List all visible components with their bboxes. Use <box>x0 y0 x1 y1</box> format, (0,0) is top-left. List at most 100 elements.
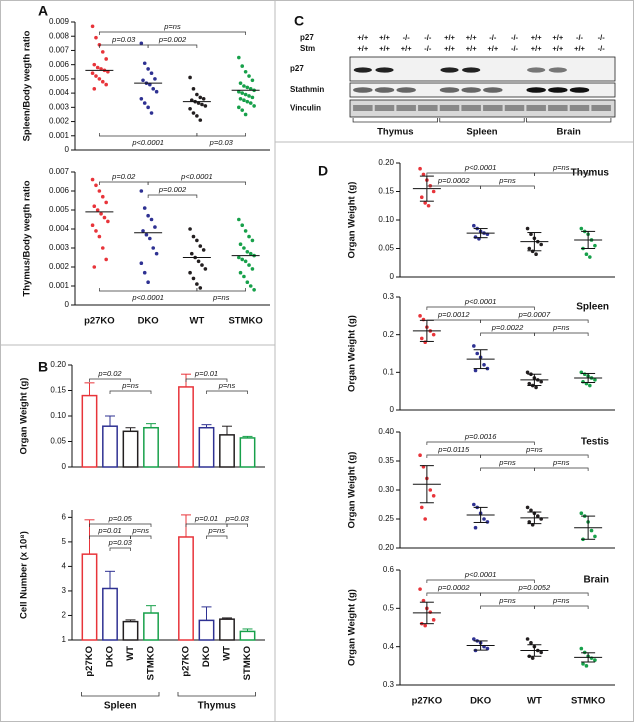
data-point <box>151 87 156 91</box>
data-point <box>142 270 147 275</box>
data-point <box>142 206 147 210</box>
data-point <box>191 276 196 281</box>
y-tick-label: 0.004 <box>49 88 70 97</box>
significance-bracket <box>99 181 149 185</box>
significance-bracket <box>99 44 149 48</box>
bar <box>178 386 194 468</box>
x-tick-label: p27KO <box>181 646 192 677</box>
significance-label: p=0.03 <box>111 35 136 44</box>
significance-bracket <box>147 194 198 198</box>
data-point <box>100 79 105 84</box>
data-point <box>539 242 543 247</box>
blot-band <box>461 87 481 93</box>
data-point <box>196 259 201 264</box>
significance-bracket <box>109 547 131 551</box>
y-tick-label: 0.20 <box>378 543 394 552</box>
significance-bracket <box>89 378 131 382</box>
blot-band <box>374 87 395 93</box>
y-tick-label: 1 <box>62 635 67 644</box>
data-point <box>238 242 243 246</box>
data-point <box>240 108 245 112</box>
blot-band <box>353 105 373 111</box>
data-point <box>593 378 597 382</box>
blot-band <box>353 67 372 73</box>
data-point <box>139 41 144 46</box>
data-point <box>243 112 248 117</box>
significance-label: p=ns <box>498 176 516 185</box>
data-point <box>198 244 203 248</box>
significance-bracket <box>99 133 198 137</box>
blot-band <box>353 87 373 93</box>
y-tick-label: 0.5 <box>383 603 395 612</box>
y-tick-label: 2 <box>62 611 67 620</box>
data-point <box>529 641 533 645</box>
data-point <box>154 251 159 256</box>
blot-strip <box>349 99 616 118</box>
y-tick-label: 0.15 <box>378 187 394 196</box>
data-point <box>106 69 110 74</box>
data-point <box>240 64 245 68</box>
data-point <box>418 453 422 458</box>
significance-label: p=ns <box>552 596 570 605</box>
x-tick-label: STMKO <box>242 646 253 680</box>
y-tick-label: 0.40 <box>378 427 394 436</box>
data-point <box>431 332 436 337</box>
data-point <box>139 261 144 266</box>
y-tick-label: 0.20 <box>50 360 66 369</box>
bar <box>219 434 235 468</box>
data-point <box>153 77 157 81</box>
genotype: +/+ <box>444 33 455 42</box>
data-point <box>475 351 480 356</box>
y-tick-label: 0.008 <box>49 31 70 40</box>
band-label: p27 <box>290 64 304 73</box>
genotype: -/- <box>576 33 584 42</box>
data-point <box>141 229 145 233</box>
data-point <box>191 234 196 239</box>
significance-bracket <box>480 605 535 609</box>
data-point <box>242 84 246 88</box>
genotype: +/+ <box>444 44 455 53</box>
bar <box>143 612 159 641</box>
data-point <box>243 92 248 97</box>
data-point <box>104 200 108 205</box>
significance-bracket <box>89 523 152 527</box>
data-point <box>473 235 478 239</box>
genotype: +/+ <box>357 44 368 53</box>
data-point <box>250 95 255 100</box>
data-point <box>534 385 538 390</box>
data-point <box>588 255 592 259</box>
y-tick-label: 4 <box>62 562 67 571</box>
significance-bracket <box>480 454 589 458</box>
genotype: +/+ <box>466 33 477 42</box>
blot-band <box>439 87 460 93</box>
significance-label: p=0.0007 <box>518 310 551 319</box>
data-point <box>237 255 241 260</box>
significance-label: p=0.0016 <box>464 432 497 441</box>
data-point <box>97 189 102 193</box>
data-point <box>423 201 427 205</box>
y-tick-label: 0.006 <box>49 60 70 69</box>
data-point <box>482 517 486 521</box>
significance-bracket <box>109 390 152 394</box>
group-label: Spleen <box>104 701 137 712</box>
data-point <box>191 111 196 115</box>
data-point <box>472 344 476 348</box>
y-tick-label: 0.007 <box>49 46 70 55</box>
x-tick-label: DKO <box>201 646 212 667</box>
y-tick-label: 0.20 <box>378 158 394 167</box>
data-point <box>238 97 243 101</box>
data-point <box>539 650 543 655</box>
significance-bracket <box>534 172 589 176</box>
genotype: -/- <box>511 44 519 53</box>
genotype: -/- <box>489 33 497 42</box>
data-point <box>198 95 203 100</box>
y-tick-label: 3 <box>62 586 67 595</box>
significance-label: p=0.0115 <box>437 445 470 454</box>
y-tick-label: 0.006 <box>49 186 70 195</box>
significance-label: p<0.0001 <box>180 172 213 181</box>
y-tick-label: 0.30 <box>378 485 394 494</box>
group-bracket <box>81 692 160 697</box>
significance-bracket <box>426 579 535 583</box>
y-tick-label: 0.3 <box>383 680 395 689</box>
y-tick-label: 0.003 <box>49 102 70 111</box>
